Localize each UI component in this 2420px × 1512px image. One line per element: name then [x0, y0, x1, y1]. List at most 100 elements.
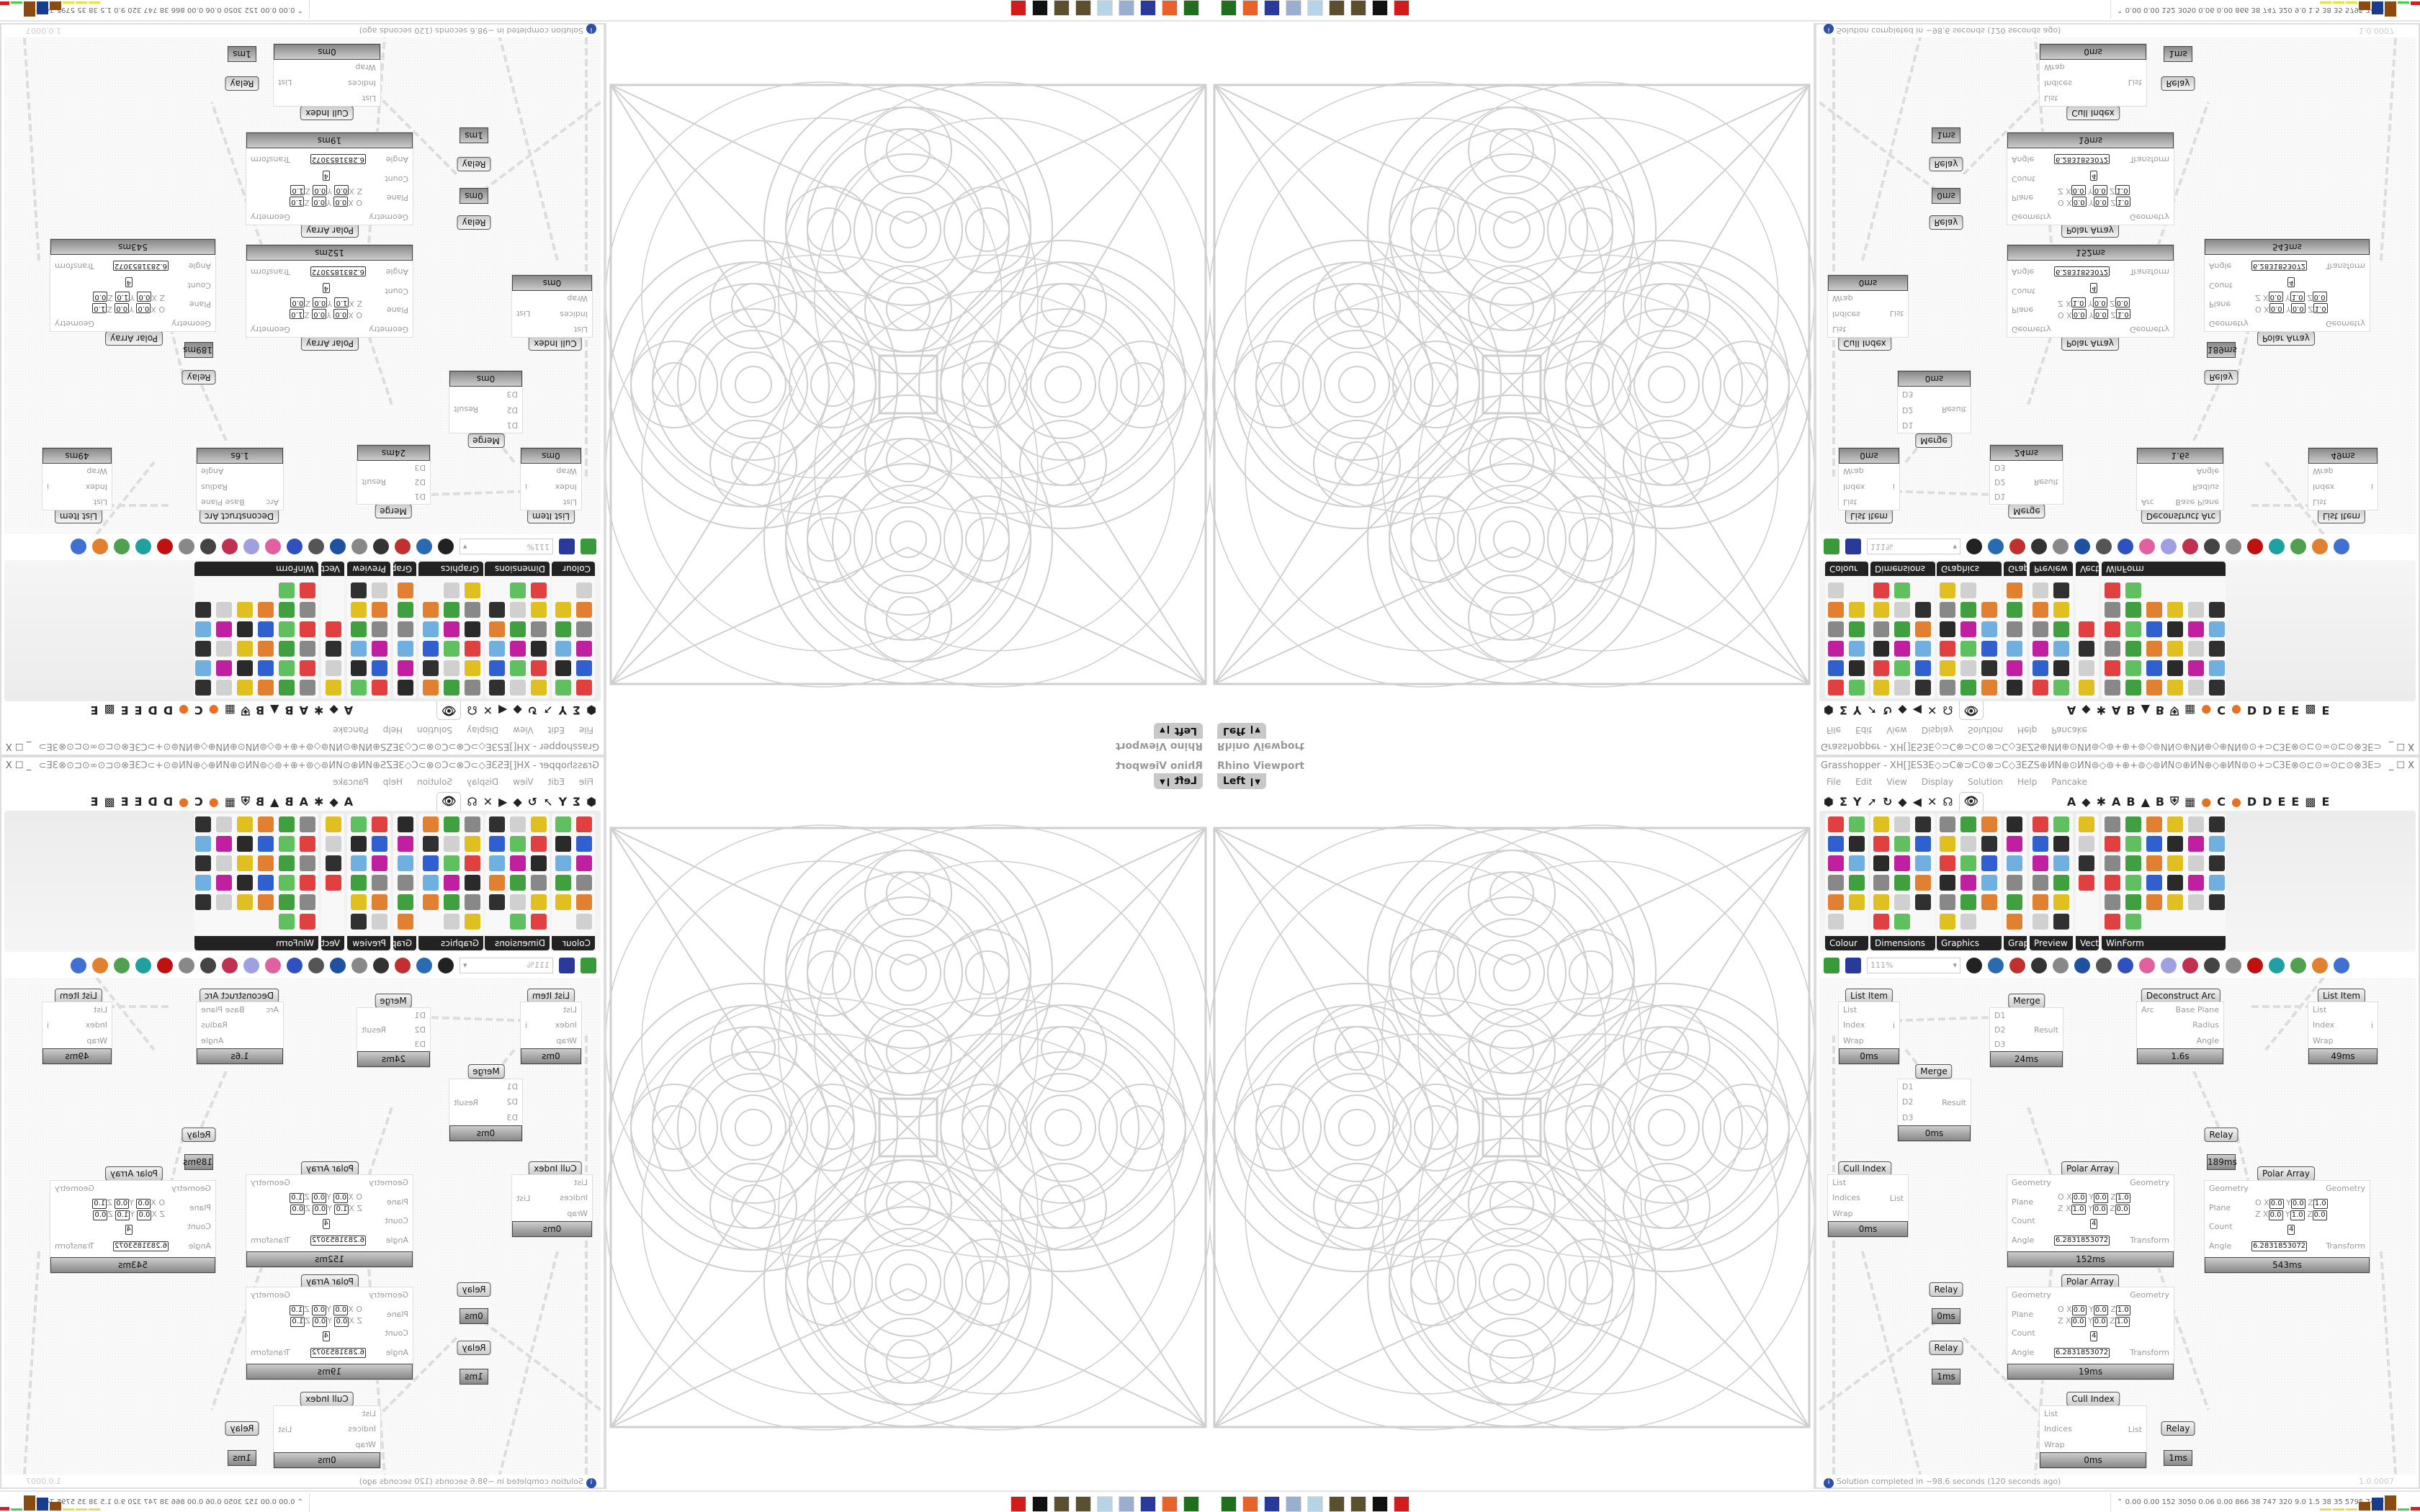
new-file-icon[interactable]: [581, 958, 596, 973]
component-icon[interactable]: [300, 582, 315, 598]
tab-letter-icon[interactable]: ✱: [314, 794, 324, 809]
tab-category-icon[interactable]: ☊: [467, 703, 478, 718]
sketch-icon[interactable]: [2009, 958, 2025, 973]
blue-sphere-icon[interactable]: [2334, 958, 2349, 973]
plane-plane_o-z[interactable]: 1.0: [2115, 1305, 2130, 1315]
input-index[interactable]: Index: [555, 482, 577, 492]
component-icon[interactable]: [2079, 621, 2094, 637]
scroll-icon[interactable]: [1119, 0, 1134, 16]
angle-value[interactable]: 6.2831853072: [2054, 1235, 2110, 1246]
menu-edit[interactable]: Edit: [1855, 725, 1873, 735]
component-icon[interactable]: [195, 641, 211, 657]
input-plane[interactable]: Plane: [2012, 193, 2034, 203]
component-icon[interactable]: [216, 816, 232, 832]
component-icon[interactable]: [2105, 855, 2120, 871]
component-icon[interactable]: [326, 660, 341, 676]
component-icon[interactable]: [237, 836, 253, 852]
component-icon[interactable]: [2209, 641, 2225, 657]
input-list[interactable]: List: [563, 498, 577, 507]
tab-letter-icon[interactable]: ▦: [2184, 703, 2196, 718]
component-icon[interactable]: [576, 914, 592, 930]
input-angle[interactable]: Angle: [385, 1235, 408, 1245]
plane-plane_z-x[interactable]: 1.0: [334, 297, 349, 308]
node-title[interactable]: Relay: [225, 1421, 259, 1436]
component-icon[interactable]: [531, 894, 547, 910]
component-icon[interactable]: [351, 855, 367, 871]
tab-category-icon[interactable]: ☊: [467, 794, 478, 809]
component-icon[interactable]: [1960, 914, 1976, 930]
output-geometry[interactable]: Geometry: [2130, 325, 2169, 334]
at-icon[interactable]: [2053, 539, 2069, 554]
component-icon[interactable]: [372, 894, 387, 910]
dna-icon[interactable]: [2182, 958, 2198, 973]
component-icon[interactable]: [398, 836, 413, 852]
document-icon[interactable]: [308, 539, 324, 554]
panel-label[interactable]: Preview: [347, 936, 390, 950]
node-body[interactable]: 189ms: [183, 342, 213, 358]
input-wrap[interactable]: Wrap: [86, 1035, 107, 1045]
plane-plane_o-x[interactable]: 0.0: [2071, 1192, 2087, 1203]
angle-value[interactable]: 6.2831853072: [310, 1347, 366, 1358]
plane-plane_z-x[interactable]: 0.0: [334, 185, 349, 196]
component-icon[interactable]: [1849, 680, 1865, 696]
node-body[interactable]: D1 D2 D3 Result 0ms: [1897, 1079, 1971, 1142]
component-icon[interactable]: [2033, 855, 2048, 871]
component-icon[interactable]: [2007, 855, 2022, 871]
tab-letter-icon[interactable]: A: [299, 794, 309, 809]
component-icon[interactable]: [2007, 582, 2022, 598]
component-icon[interactable]: [2007, 660, 2022, 676]
plane-plane_z-y[interactable]: 0.0: [313, 185, 328, 196]
component-icon[interactable]: [531, 602, 547, 618]
component-icon[interactable]: [351, 602, 367, 618]
output-i[interactable]: i: [2370, 482, 2373, 491]
lasso-icon[interactable]: [373, 539, 389, 554]
tab-letter-icon[interactable]: ✱: [2096, 703, 2106, 718]
node-title[interactable]: Relay: [2161, 76, 2195, 91]
component-icon[interactable]: [555, 680, 571, 696]
component-icon[interactable]: [1873, 641, 1889, 657]
input-plane[interactable]: Plane: [2012, 1309, 2034, 1319]
input-d1[interactable]: D1: [1902, 1082, 1914, 1092]
new-file-icon[interactable]: [1824, 958, 1839, 973]
component-icon[interactable]: [489, 875, 505, 891]
input-list[interactable]: List: [2044, 94, 2058, 103]
node-title[interactable]: Relay: [2204, 370, 2238, 384]
notepad-icon[interactable]: [1097, 0, 1113, 16]
input-d3[interactable]: D3: [1994, 463, 2006, 472]
node-body[interactable]: 189ms: [2207, 342, 2237, 358]
output-list[interactable]: List: [278, 1425, 292, 1434]
component-icon[interactable]: [216, 855, 232, 871]
component-icon[interactable]: [2033, 836, 2048, 852]
node-title[interactable]: Polar Array: [301, 1161, 359, 1176]
component-icon[interactable]: [2033, 816, 2048, 832]
node-body[interactable]: Arc Base Plane Radius Angle 1.6s: [196, 447, 284, 510]
plane-plane_o-z[interactable]: 1.0: [92, 303, 107, 314]
component-icon[interactable]: [2188, 641, 2204, 657]
input-plane[interactable]: Plane: [2209, 300, 2231, 310]
menu-view[interactable]: View: [1886, 725, 1907, 735]
node-title[interactable]: Polar Array: [2061, 223, 2119, 238]
package-icon[interactable]: [2139, 958, 2155, 973]
plane-plane_o-z[interactable]: 1.0: [2313, 303, 2328, 314]
component-icon[interactable]: [1873, 816, 1889, 832]
input-list[interactable]: List: [362, 1409, 376, 1418]
node-title[interactable]: Cull Index: [529, 1161, 582, 1176]
input-plane[interactable]: Plane: [189, 1202, 211, 1212]
document-icon[interactable]: [2096, 539, 2112, 554]
input-geometry[interactable]: Geometry: [369, 212, 408, 222]
input-d3[interactable]: D3: [414, 463, 426, 472]
rhino-icon[interactable]: [2204, 539, 2220, 554]
rhino-icon[interactable]: [200, 958, 216, 973]
component-icon[interactable]: [2125, 602, 2141, 618]
component-icon[interactable]: [258, 894, 274, 910]
component-icon[interactable]: [2125, 582, 2141, 598]
tab-category-icon[interactable]: ⬢: [1824, 794, 1834, 809]
menu-edit[interactable]: Edit: [547, 777, 565, 787]
gha-icon[interactable]: [2074, 958, 2090, 973]
component-icon[interactable]: [1828, 816, 1844, 832]
node-title[interactable]: Merge: [1915, 433, 1953, 448]
component-icon[interactable]: [1981, 602, 1997, 618]
component-icon[interactable]: [2125, 914, 2141, 930]
component-icon[interactable]: [1915, 602, 1931, 618]
gear-app-icon[interactable]: [1394, 1496, 1410, 1512]
